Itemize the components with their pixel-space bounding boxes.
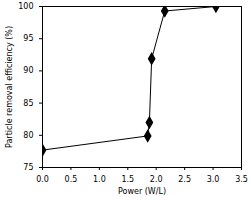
svg-text:Particle removal efficiency (%: Particle removal efficiency (%) — [5, 26, 14, 148]
svg-text:0.0: 0.0 — [36, 175, 49, 184]
svg-text:3.0: 3.0 — [207, 175, 220, 184]
svg-text:95: 95 — [23, 34, 33, 43]
svg-text:3.5: 3.5 — [235, 175, 248, 184]
svg-text:2.0: 2.0 — [150, 175, 163, 184]
svg-text:0.5: 0.5 — [65, 175, 78, 184]
svg-text:1.5: 1.5 — [121, 175, 134, 184]
svg-text:75: 75 — [23, 163, 33, 172]
svg-text:2.5: 2.5 — [178, 175, 191, 184]
svg-text:80: 80 — [23, 131, 33, 140]
svg-text:1.0: 1.0 — [93, 175, 106, 184]
svg-text:85: 85 — [23, 99, 33, 108]
svg-text:100: 100 — [18, 2, 33, 11]
svg-text:90: 90 — [23, 66, 33, 75]
svg-text:Power (W/L): Power (W/L) — [118, 187, 166, 196]
